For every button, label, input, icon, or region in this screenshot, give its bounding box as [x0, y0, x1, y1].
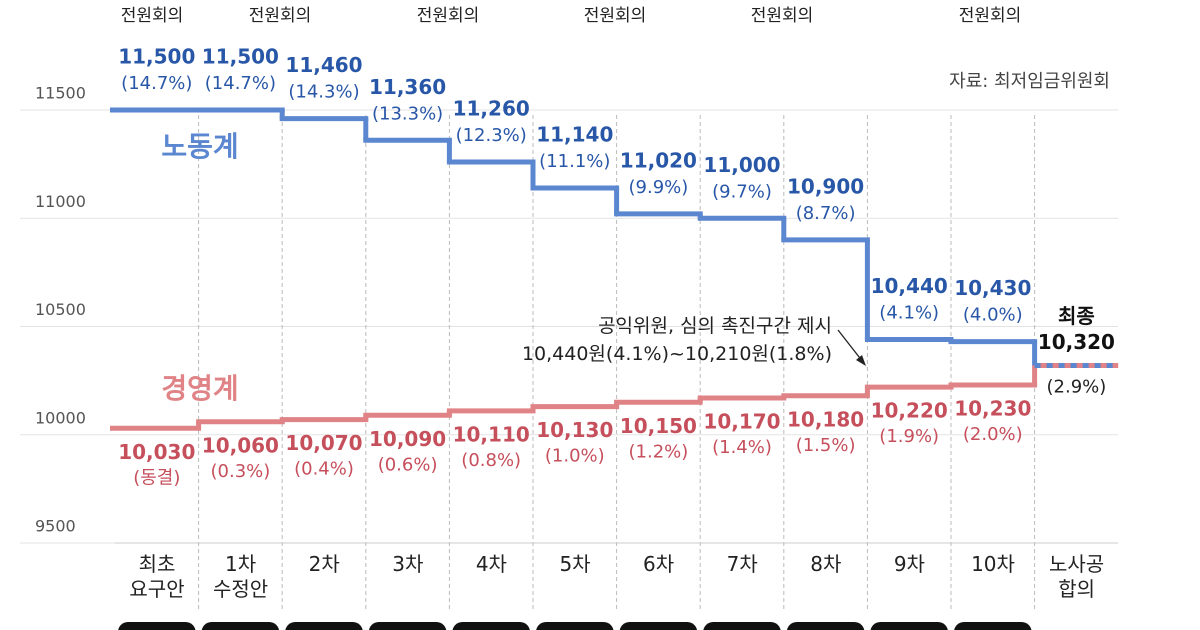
pct-label: (1.5%): [796, 435, 856, 456]
pill: [954, 622, 1032, 630]
series-name: 경영계: [161, 372, 238, 405]
value-label: 10,090: [369, 427, 446, 451]
meeting-label: 전원회의: [121, 6, 184, 26]
pill: [118, 622, 196, 630]
pill: [536, 622, 614, 630]
value-label: 11,500: [118, 45, 195, 69]
pct-label: (11.1%): [539, 151, 610, 172]
y-tick-label: 9500: [35, 517, 76, 536]
x-tick-label: 최초 요구안: [129, 552, 185, 601]
pct-label: (1.2%): [629, 441, 689, 462]
pill: [369, 622, 447, 630]
meeting-label: 전원회의: [584, 6, 647, 26]
final-label: 최종: [1058, 304, 1095, 328]
pct-label: (0.8%): [461, 450, 521, 471]
source: 자료: 최저임금위원회: [949, 71, 1110, 92]
value-label: 10,170: [703, 409, 780, 433]
x-tick-label: 4차: [475, 552, 507, 576]
pct-label: (1.4%): [712, 437, 772, 458]
pct-label: (1.9%): [879, 426, 939, 447]
x-tick-label: 7차: [726, 552, 758, 576]
value-label: 10,030: [118, 440, 195, 464]
y-tick-label: 11500: [35, 84, 86, 103]
value-label: 11,360: [369, 75, 446, 99]
value-label: 10,180: [787, 407, 864, 431]
pill: [201, 622, 279, 630]
annotation-arrow: [837, 329, 864, 363]
value-label: 11,260: [453, 96, 530, 120]
value-label: 10,220: [871, 399, 948, 423]
x-tick-label: 노사공 합의: [1048, 552, 1105, 601]
x-tick-label: 2차: [308, 552, 340, 576]
x-tick-label: 5차: [559, 552, 591, 576]
pct-label: (9.9%): [629, 177, 689, 198]
value-label: 10,060: [202, 433, 279, 457]
meeting-label: 전원회의: [959, 6, 1022, 26]
value-label: 10,070: [285, 431, 362, 455]
pct-label: (2.0%): [963, 424, 1023, 445]
y-tick-label: 10000: [35, 408, 86, 427]
pct-label: (4.1%): [879, 302, 939, 323]
meeting-label: 전원회의: [751, 6, 814, 26]
pct-label: (14.7%): [121, 73, 192, 94]
value-label: 10,130: [536, 418, 613, 442]
value-label: 10,440: [871, 274, 948, 298]
final-pct-label: (2.9%): [1047, 376, 1107, 397]
y-tick-label: 10500: [35, 300, 86, 319]
value-label: 11,000: [703, 153, 780, 177]
meeting-label: 전원회의: [249, 6, 312, 26]
x-tick-label: 6차: [643, 552, 675, 576]
value-label: 10,430: [954, 276, 1031, 300]
pct-label: (0.3%): [211, 461, 271, 482]
pct-label: (12.3%): [456, 125, 527, 146]
series-name: 노동계: [161, 130, 238, 163]
pct-label: (13.3%): [372, 103, 443, 124]
pct-label: (1.0%): [545, 446, 605, 467]
value-label: 11,500: [202, 45, 279, 69]
pct-label: (8.7%): [796, 203, 856, 224]
pct-label: (14.3%): [288, 82, 359, 103]
pct-label: (0.4%): [294, 459, 354, 480]
x-tick-label: 3차: [392, 552, 424, 576]
pct-label: (동결): [133, 467, 180, 488]
x-tick-label: 1차 수정안: [212, 552, 269, 601]
pill: [285, 622, 363, 630]
meeting-label: 전원회의: [417, 6, 480, 26]
pill: [703, 622, 781, 630]
pill: [870, 622, 948, 630]
x-tick-label: 10차: [971, 552, 1015, 576]
final-value-label: 10,320: [1038, 330, 1115, 354]
value-label: 10,900: [787, 174, 864, 198]
annotation-arrowhead: [856, 355, 866, 366]
y-tick-label: 11000: [35, 192, 86, 211]
x-tick-label: 8차: [810, 552, 842, 576]
pct-label: (9.7%): [712, 181, 772, 202]
annotation: 공익위원, 심의 촉진구간 제시 10,440원(4.1%)~10,210원(1…: [521, 315, 832, 365]
value-label: 11,020: [620, 148, 697, 172]
x-tick-label: 9차: [893, 552, 925, 576]
pill: [619, 622, 697, 630]
pct-label: (14.7%): [205, 73, 276, 94]
value-label: 10,150: [620, 414, 697, 438]
value-label: 11,140: [536, 122, 613, 146]
value-label: 10,110: [453, 422, 530, 446]
pct-label: (4.0%): [963, 305, 1023, 326]
pill: [787, 622, 865, 630]
pct-label: (0.6%): [378, 454, 438, 475]
value-label: 11,460: [285, 53, 362, 77]
value-label: 10,230: [954, 396, 1031, 420]
pill: [452, 622, 530, 630]
